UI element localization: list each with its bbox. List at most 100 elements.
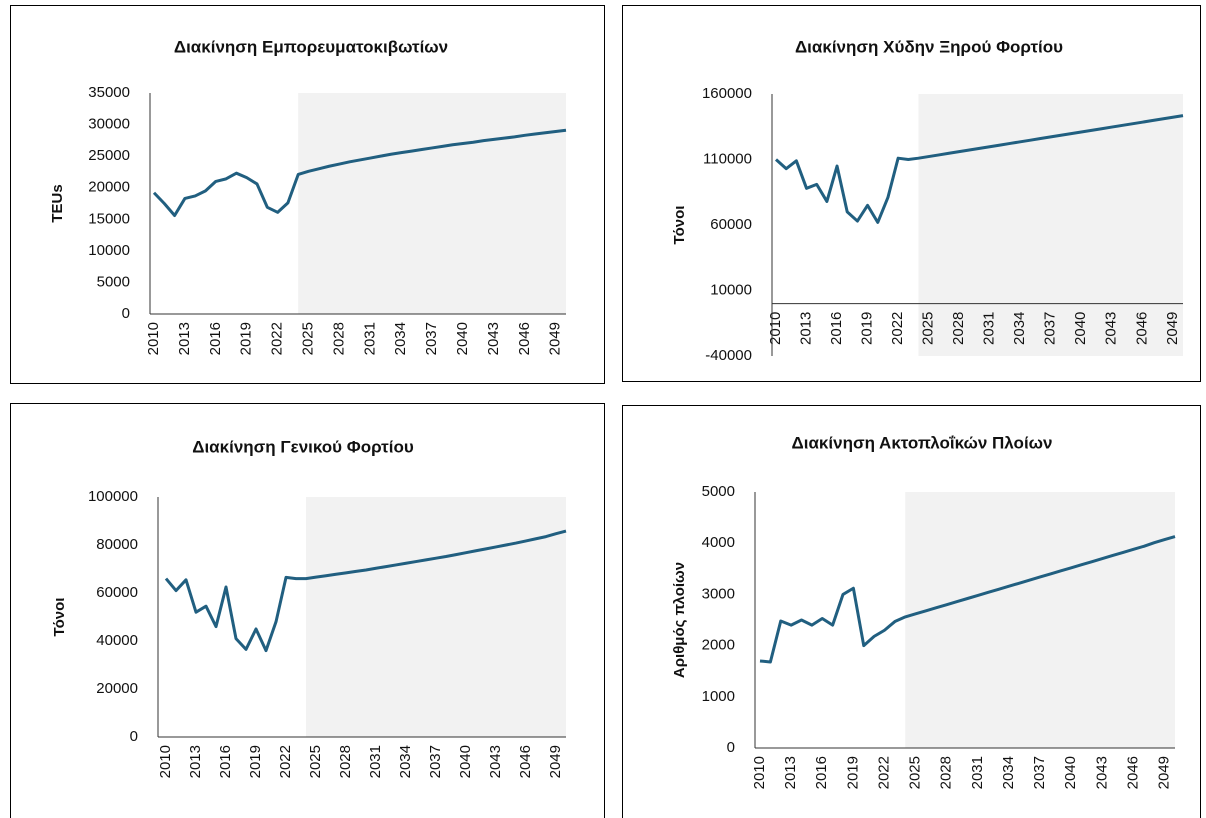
x-tick-label: 2013 (176, 322, 193, 355)
panel-border (10, 403, 605, 818)
y-tick-label: 0 (727, 739, 735, 756)
y-tick-label: 1000 (702, 688, 735, 705)
x-tick-label: 2019 (844, 756, 861, 789)
x-tick-label: 2019 (859, 312, 876, 345)
x-tick-label: 2037 (1031, 756, 1048, 789)
chart-title: Διακίνηση Γενικού Φορτίου (192, 437, 414, 456)
y-tick-label: 0 (130, 728, 138, 745)
x-tick-label: 2010 (157, 745, 174, 778)
y-tick-label: 10000 (710, 281, 752, 298)
forecast-shade (306, 497, 566, 737)
x-tick-label: 2031 (367, 745, 384, 778)
x-tick-label: 2037 (1042, 312, 1059, 345)
x-tick-label: 2019 (238, 322, 255, 355)
panel-border (622, 5, 1201, 382)
data-line (774, 114, 1184, 224)
y-axis-label: Τόνοι (51, 598, 68, 637)
x-tick-label: 2028 (337, 745, 354, 778)
x-tick-label: 2028 (330, 322, 347, 355)
y-tick-label: 160000 (702, 85, 752, 102)
x-tick-label: 2016 (217, 745, 234, 778)
x-tick-label: 2034 (397, 745, 414, 778)
x-tick-label: 2022 (875, 756, 892, 789)
x-tick-label: 2043 (487, 745, 504, 778)
forecast-shade (298, 93, 566, 314)
x-tick-label: 2016 (828, 312, 845, 345)
x-tick-label: 2022 (269, 322, 286, 355)
data-line (759, 535, 1176, 664)
x-tick-label: 2025 (920, 312, 937, 345)
y-tick-label: 0 (122, 305, 130, 322)
y-tick-label: 3000 (702, 585, 735, 602)
y-tick-label: 10000 (88, 242, 130, 259)
x-tick-label: 2010 (767, 312, 784, 345)
x-tick-label: 2046 (517, 745, 534, 778)
x-tick-label: 2016 (813, 756, 830, 789)
y-axis-label: TEUs (49, 184, 66, 222)
y-tick-label: 5000 (97, 273, 130, 290)
x-tick-label: 2013 (797, 312, 814, 345)
x-tick-label: 2013 (782, 756, 799, 789)
x-tick-label: 2034 (392, 322, 409, 355)
x-tick-label: 2043 (1103, 312, 1120, 345)
x-tick-label: 2031 (969, 756, 986, 789)
x-tick-label: 2049 (547, 322, 564, 355)
y-tick-label: 15000 (88, 210, 130, 227)
x-tick-label: 2046 (1124, 756, 1141, 789)
x-tick-label: 2028 (950, 312, 967, 345)
y-tick-label: 5000 (702, 483, 735, 500)
y-tick-label: 100000 (88, 488, 138, 505)
x-tick-label: 2025 (307, 745, 324, 778)
x-tick-label: 2046 (516, 322, 533, 355)
x-tick-label: 2010 (751, 756, 768, 789)
x-tick-label: 2022 (277, 745, 294, 778)
x-tick-label: 2040 (1072, 312, 1089, 345)
x-tick-label: 2043 (1093, 756, 1110, 789)
x-tick-label: 2049 (1156, 756, 1173, 789)
x-tick-label: 2037 (427, 745, 444, 778)
x-tick-label: 2034 (1000, 756, 1017, 789)
x-tick-label: 2025 (299, 322, 316, 355)
y-tick-label: 2000 (702, 637, 735, 654)
x-tick-label: 2025 (907, 756, 924, 789)
y-tick-label: 35000 (88, 84, 130, 101)
x-tick-label: 2046 (1133, 312, 1150, 345)
chart-title: Διακίνηση Εμπορευματοκιβωτίων (174, 37, 448, 56)
x-tick-label: 2049 (1164, 312, 1181, 345)
x-tick-label: 2031 (361, 322, 378, 355)
panel-border (10, 5, 605, 384)
x-tick-label: 2040 (454, 322, 471, 355)
x-tick-label: 2028 (938, 756, 955, 789)
x-tick-label: 2022 (889, 312, 906, 345)
y-axis-label: Τόνοι (671, 206, 688, 245)
data-line (152, 128, 567, 217)
x-tick-label: 2013 (187, 745, 204, 778)
y-axis-label: Αριθμός πλοίων (671, 562, 688, 678)
panel-border (622, 405, 1201, 818)
x-tick-label: 2040 (1062, 756, 1079, 789)
x-tick-label: 2031 (981, 312, 998, 345)
x-tick-label: 2049 (547, 745, 564, 778)
x-tick-label: 2040 (457, 745, 474, 778)
x-tick-label: 2034 (1011, 312, 1028, 345)
x-tick-label: 2016 (207, 322, 224, 355)
y-tick-label: 60000 (96, 584, 138, 601)
chart-title: Διακίνηση Χύδην Ξηρού Φορτίου (795, 37, 1063, 56)
x-tick-label: 2037 (423, 322, 440, 355)
chart-title: Διακίνηση Ακτοπλοΐκών Πλοίων (792, 433, 1053, 452)
forecast-shade (905, 492, 1175, 748)
data-line (164, 529, 567, 653)
y-tick-label: 40000 (96, 632, 138, 649)
y-tick-label: 20000 (96, 680, 138, 697)
y-tick-label: -40000 (705, 347, 752, 364)
x-tick-label: 2019 (247, 745, 264, 778)
y-tick-label: 110000 (703, 150, 752, 167)
y-tick-label: 30000 (88, 116, 130, 133)
x-tick-label: 2010 (145, 322, 162, 355)
y-tick-label: 80000 (96, 536, 138, 553)
y-tick-label: 4000 (702, 534, 735, 551)
y-tick-label: 25000 (88, 147, 130, 164)
x-tick-label: 2043 (485, 322, 502, 355)
y-tick-label: 60000 (710, 216, 752, 233)
